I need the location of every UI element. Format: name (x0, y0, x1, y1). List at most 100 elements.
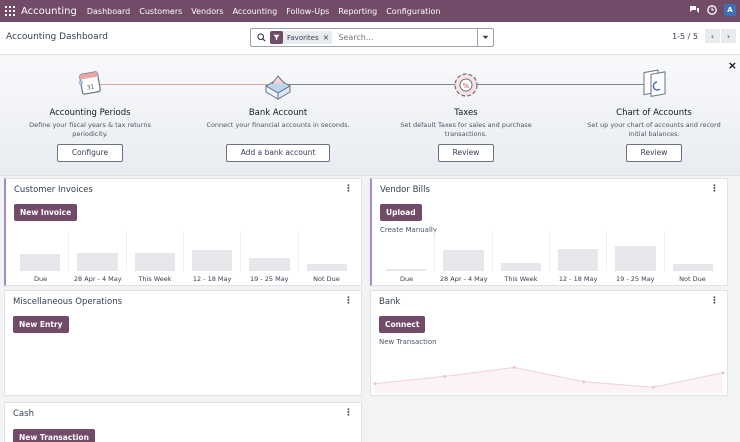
chart-bar[interactable] (134, 253, 176, 271)
card-menu-icon[interactable]: ⋮ (344, 184, 353, 194)
chart-bar[interactable] (306, 264, 348, 271)
search-bar[interactable]: Favorites × (250, 28, 494, 47)
chart-tick-label: Not Due (679, 275, 706, 283)
chart-tick-label: This Week (138, 275, 172, 283)
chart-column (12, 231, 70, 271)
customer-invoices-card: Customer Invoices ⋮ New Invoice Due 28 Ap… (4, 178, 362, 286)
misc-operations-card: Miscellaneous Operations ⋮ New Entry (4, 290, 362, 396)
chat-icon[interactable] (688, 4, 700, 16)
bank-icon (188, 68, 368, 104)
chart-bar[interactable] (249, 258, 290, 271)
menu-dashboard[interactable]: Dashboard (86, 6, 131, 16)
progress-line-2 (280, 84, 468, 85)
pager: 1-5 / 5 ‹ › (672, 29, 736, 43)
line-chart-point (373, 382, 377, 385)
chart-tick-label: 12 - 18 May (558, 275, 598, 283)
chart-tick-label: Not Due (313, 275, 340, 283)
chart-bar[interactable] (672, 264, 714, 271)
menu-customers[interactable]: Customers (139, 6, 183, 16)
step-title: Chart of Accounts (616, 108, 692, 118)
facet-label: Favorites (287, 33, 319, 42)
menu-configuration[interactable]: Configuration (386, 6, 441, 16)
menu-vendors[interactable]: Vendors (191, 6, 224, 16)
menu-accounting[interactable]: Accounting (232, 6, 278, 16)
chart-bar[interactable] (443, 250, 484, 271)
card-menu-icon[interactable]: ⋮ (344, 296, 353, 306)
review-chart-of-accounts-button[interactable]: Review (625, 144, 683, 162)
card-title[interactable]: Bank (379, 297, 401, 307)
pager-previous-button[interactable]: ‹ (705, 29, 720, 43)
invoices-chart-labels: Due 28 Apr - 4 May This Week 12 - 18 May 19 … (12, 275, 355, 283)
bank-balance-line-chart (373, 366, 725, 393)
card-title[interactable]: Vendor Bills (380, 185, 430, 195)
chart-column (299, 231, 355, 271)
new-entry-button[interactable]: New Entry (13, 316, 69, 333)
chart-bar[interactable] (77, 253, 118, 271)
add-bank-account-button[interactable]: Add a bank account (225, 144, 331, 162)
chart-bar[interactable] (385, 269, 427, 271)
step-title: Bank Account (248, 108, 308, 118)
menu-reporting[interactable]: Reporting (338, 6, 378, 16)
chart-column (184, 231, 242, 271)
chart-column (69, 231, 127, 271)
chart-tick-label: 28 Apr - 4 May (439, 275, 488, 283)
facet-remove-icon[interactable]: × (322, 33, 330, 42)
card-menu-icon[interactable]: ⋮ (344, 408, 353, 418)
step-description: Set default Taxes for sales and purchase… (400, 121, 532, 138)
review-taxes-button[interactable]: Review (437, 144, 495, 162)
progress-line-3 (468, 84, 656, 85)
chart-tick-label: 19 - 25 May (250, 275, 289, 283)
close-onboarding-icon[interactable]: × (727, 59, 737, 72)
step-description: Set up your chart of accounts and record… (587, 121, 721, 138)
create-manually-link[interactable]: Create Manually (380, 226, 438, 234)
chart-column (493, 231, 550, 271)
control-panel: Accounting Dashboard Favorites × 1-5 / 5… (0, 22, 740, 55)
search-input[interactable] (338, 33, 479, 42)
chart-tick-label: This Week (504, 275, 538, 283)
cash-card: Cash ⋮ New Transaction (4, 402, 362, 442)
line-chart-point (512, 366, 516, 369)
app-name[interactable]: Accounting (21, 5, 77, 17)
chart-column (378, 231, 436, 271)
line-chart-point (582, 380, 586, 384)
step-bank-account: Bank Account Connect your financial acco… (188, 68, 368, 162)
chart-bar[interactable] (557, 249, 599, 271)
line-chart-point (652, 385, 655, 389)
chart-bar[interactable] (191, 250, 233, 271)
line-chart-point (721, 371, 725, 375)
page-scrollbar[interactable] (734, 176, 740, 442)
clock-icon[interactable] (706, 4, 718, 16)
configure-button[interactable]: Configure (56, 144, 124, 162)
card-menu-icon[interactable]: ⋮ (710, 296, 719, 306)
step-taxes: % Taxes Set default Taxes for sales and … (376, 68, 556, 162)
step-title: Accounting Periods (49, 108, 131, 118)
bank-card: Bank ⋮ Connect New Transaction (370, 290, 728, 396)
user-avatar[interactable]: A (724, 4, 736, 16)
card-title[interactable]: Customer Invoices (14, 185, 93, 195)
chart-column (607, 231, 665, 271)
chart-bar[interactable] (615, 246, 656, 271)
new-transaction-link[interactable]: New Transaction (379, 338, 437, 346)
apps-grid-icon[interactable] (5, 6, 15, 16)
search-options-toggle[interactable] (477, 29, 493, 46)
step-accounting-periods: 31 Accounting Periods Define your fiscal… (0, 68, 180, 162)
card-title[interactable]: Miscellaneous Operations (13, 297, 123, 307)
ledger-icon (564, 68, 740, 104)
search-icon[interactable] (254, 33, 268, 42)
pager-value[interactable]: 1-5 / 5 (672, 31, 698, 41)
chart-bar[interactable] (500, 263, 542, 271)
chart-column (665, 231, 721, 271)
connect-button[interactable]: Connect (379, 316, 426, 333)
new-invoice-button[interactable]: New Invoice (14, 204, 78, 221)
gear-icon: % (376, 68, 556, 104)
card-menu-icon[interactable]: ⋮ (710, 184, 719, 194)
menu-follow-ups[interactable]: Follow-Ups (286, 6, 330, 16)
chart-column (435, 231, 493, 271)
chart-bar[interactable] (19, 254, 61, 271)
upload-button[interactable]: Upload (380, 204, 422, 221)
new-transaction-button[interactable]: New Transaction (13, 429, 95, 442)
onboarding-banner: × 31 Accounting Periods Define your fisc… (0, 56, 740, 176)
card-title[interactable]: Cash (13, 409, 34, 419)
chart-column (550, 231, 608, 271)
pager-next-button[interactable]: › (721, 29, 736, 43)
